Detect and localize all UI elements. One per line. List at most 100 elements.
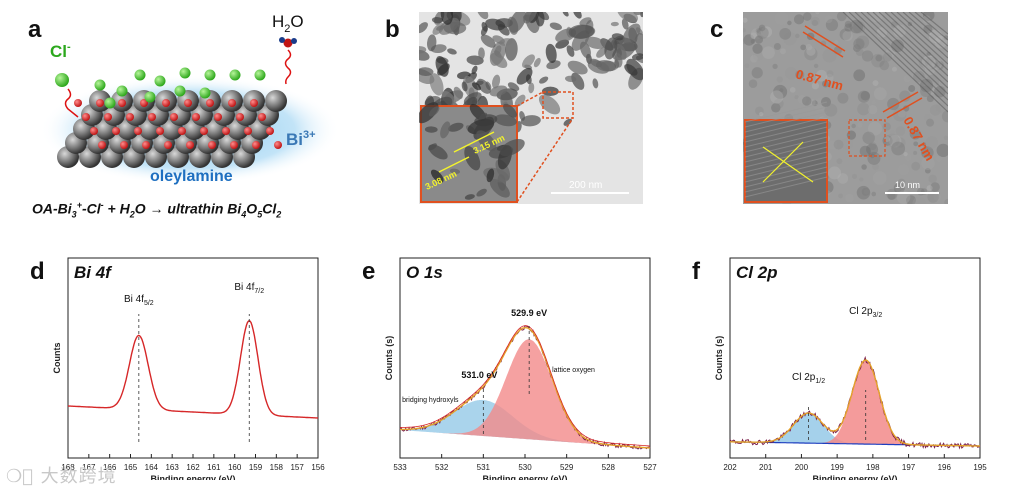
x-tick-label: 532 bbox=[435, 463, 449, 472]
panel-label-b: b bbox=[385, 16, 400, 43]
chlorine-atom bbox=[154, 75, 166, 87]
panel-label-e: e bbox=[362, 258, 376, 285]
panel-label-c: c bbox=[710, 16, 724, 43]
chloride-ion bbox=[55, 73, 69, 87]
reaction-equation: OA-Bi3+-Cl- + H2O → ultrathin Bi4O5Cl2 bbox=[32, 200, 282, 220]
tem-image-panel-b: 3.15 nm 3.08 nm 200 nm bbox=[419, 12, 643, 204]
component-2p12 bbox=[730, 413, 980, 446]
spectrum-line bbox=[67, 320, 319, 419]
peak-label: Cl 2p1/2 bbox=[792, 372, 825, 385]
chart-title: Bi 4f bbox=[74, 263, 113, 282]
water-molecule-o bbox=[283, 38, 293, 48]
component-2p32 bbox=[730, 360, 980, 446]
oxygen-atom bbox=[142, 141, 150, 149]
oxygen-atom bbox=[222, 127, 230, 135]
oxygen-atom bbox=[148, 113, 156, 121]
xps-chart-o1s: 533 532 531 530 529 528 527 Binding energy (eV)… bbox=[384, 257, 657, 480]
xps-chart-cl2p: 202 201 200 199 198 197 196 195 Binding energy (… bbox=[714, 257, 987, 480]
water-molecule-h1 bbox=[279, 37, 285, 43]
peak-label: Cl 2p3/2 bbox=[849, 306, 882, 319]
fit-line bbox=[730, 359, 980, 447]
hrtem-image-panel-c: 0.87 nm 0.87 nm 10 nm bbox=[743, 12, 948, 204]
component-label: bridging hydroxyls bbox=[402, 397, 459, 404]
y-axis-label: Counts (s) bbox=[384, 336, 394, 381]
oxygen-atom bbox=[206, 99, 214, 107]
oxygen-atom bbox=[250, 99, 258, 107]
chlorine-atom bbox=[229, 69, 241, 81]
x-tick-label: 160 bbox=[228, 463, 242, 472]
xps-chart-bi4f: 168 167 166 165 164 163 162 161 160 159 158 157 156 B… bbox=[52, 257, 325, 480]
x-tick-label: 159 bbox=[249, 463, 263, 472]
schematic-panel-a: Cl- H2O Bi3+ oleylamine bbox=[40, 12, 340, 185]
x-tick-label: 197 bbox=[902, 463, 916, 472]
water-arrow bbox=[284, 49, 292, 85]
x-tick-label: 202 bbox=[723, 463, 737, 472]
x-tick-label: 528 bbox=[602, 463, 616, 472]
oxygen-atom bbox=[230, 141, 238, 149]
oxygen-atom bbox=[214, 113, 222, 121]
x-tick-label: 165 bbox=[124, 463, 138, 472]
x-tick-label: 167 bbox=[82, 463, 96, 472]
oxygen-atom bbox=[208, 141, 216, 149]
oxygen-atom bbox=[244, 127, 252, 135]
plot-frame bbox=[729, 257, 981, 459]
oxygen-atom bbox=[96, 99, 104, 107]
x-tick-label: 163 bbox=[165, 463, 179, 472]
chlorine-atom bbox=[199, 87, 211, 99]
component-lattice-oxygen bbox=[400, 339, 650, 448]
oxygen-atom bbox=[74, 99, 82, 107]
x-tick-label: 531 bbox=[477, 463, 491, 472]
oxygen-atom bbox=[140, 99, 148, 107]
chloride-arrow bbox=[64, 88, 79, 118]
plot-frame bbox=[67, 257, 319, 459]
scale-bar-label-b: 200 nm bbox=[569, 180, 602, 191]
fit-line bbox=[400, 327, 651, 449]
watermark: ❍⃝ 大数跨境 bbox=[6, 466, 117, 487]
x-tick-label: 196 bbox=[938, 463, 952, 472]
oxygen-atom bbox=[98, 141, 106, 149]
oxygen-atom bbox=[192, 113, 200, 121]
oxygen-atom bbox=[228, 99, 236, 107]
oxygen-atom bbox=[178, 127, 186, 135]
oxygen-atom bbox=[236, 113, 244, 121]
oxygen-atom bbox=[184, 99, 192, 107]
x-axis-label: Binding energy (eV) bbox=[812, 474, 897, 480]
component-hydroxyl bbox=[400, 399, 650, 448]
oxygen-atom bbox=[118, 99, 126, 107]
y-axis-label: Counts (s) bbox=[714, 336, 724, 381]
x-tick-label: 530 bbox=[518, 463, 532, 472]
chlorine-atom bbox=[204, 69, 216, 81]
x-tick-label: 201 bbox=[759, 463, 773, 472]
bismuth-lattice bbox=[57, 67, 287, 168]
chlorine-atom bbox=[104, 97, 116, 109]
nanosheet-flakes bbox=[419, 12, 643, 136]
bi-label: Bi3+ bbox=[286, 129, 316, 149]
oxygen-atom bbox=[134, 127, 142, 135]
oxygen-atom bbox=[252, 141, 260, 149]
chlorine-atom bbox=[254, 69, 266, 81]
chart-title: Cl 2p bbox=[736, 263, 778, 282]
component-label: lattice oxygen bbox=[552, 367, 595, 374]
x-tick-label: 162 bbox=[186, 463, 200, 472]
chlorine-atom bbox=[144, 91, 156, 103]
oxygen-atom bbox=[156, 127, 164, 135]
oxygen-atom bbox=[164, 141, 172, 149]
oxygen-atom bbox=[200, 127, 208, 135]
oxygen-atom bbox=[104, 113, 112, 121]
x-axis-label: Binding energy (eV) bbox=[482, 474, 567, 480]
x-tick-label: 199 bbox=[830, 463, 844, 472]
oxygen-atom bbox=[274, 141, 282, 149]
panel-label-f: f bbox=[692, 258, 700, 285]
chlorine-atom bbox=[116, 85, 128, 97]
oxygen-atom bbox=[82, 113, 90, 121]
hrtem-zoom-box bbox=[848, 119, 886, 157]
peak-label: Bi 4f5/2 bbox=[124, 294, 154, 307]
x-tick-label: 166 bbox=[103, 463, 117, 472]
chlorine-atom bbox=[134, 69, 146, 81]
x-tick-label: 527 bbox=[643, 463, 657, 472]
x-tick-label: 529 bbox=[560, 463, 574, 472]
chlorine-atom bbox=[174, 85, 186, 97]
oxygen-atom bbox=[162, 99, 170, 107]
oxygen-atom bbox=[186, 141, 194, 149]
oxygen-atom bbox=[258, 113, 266, 121]
